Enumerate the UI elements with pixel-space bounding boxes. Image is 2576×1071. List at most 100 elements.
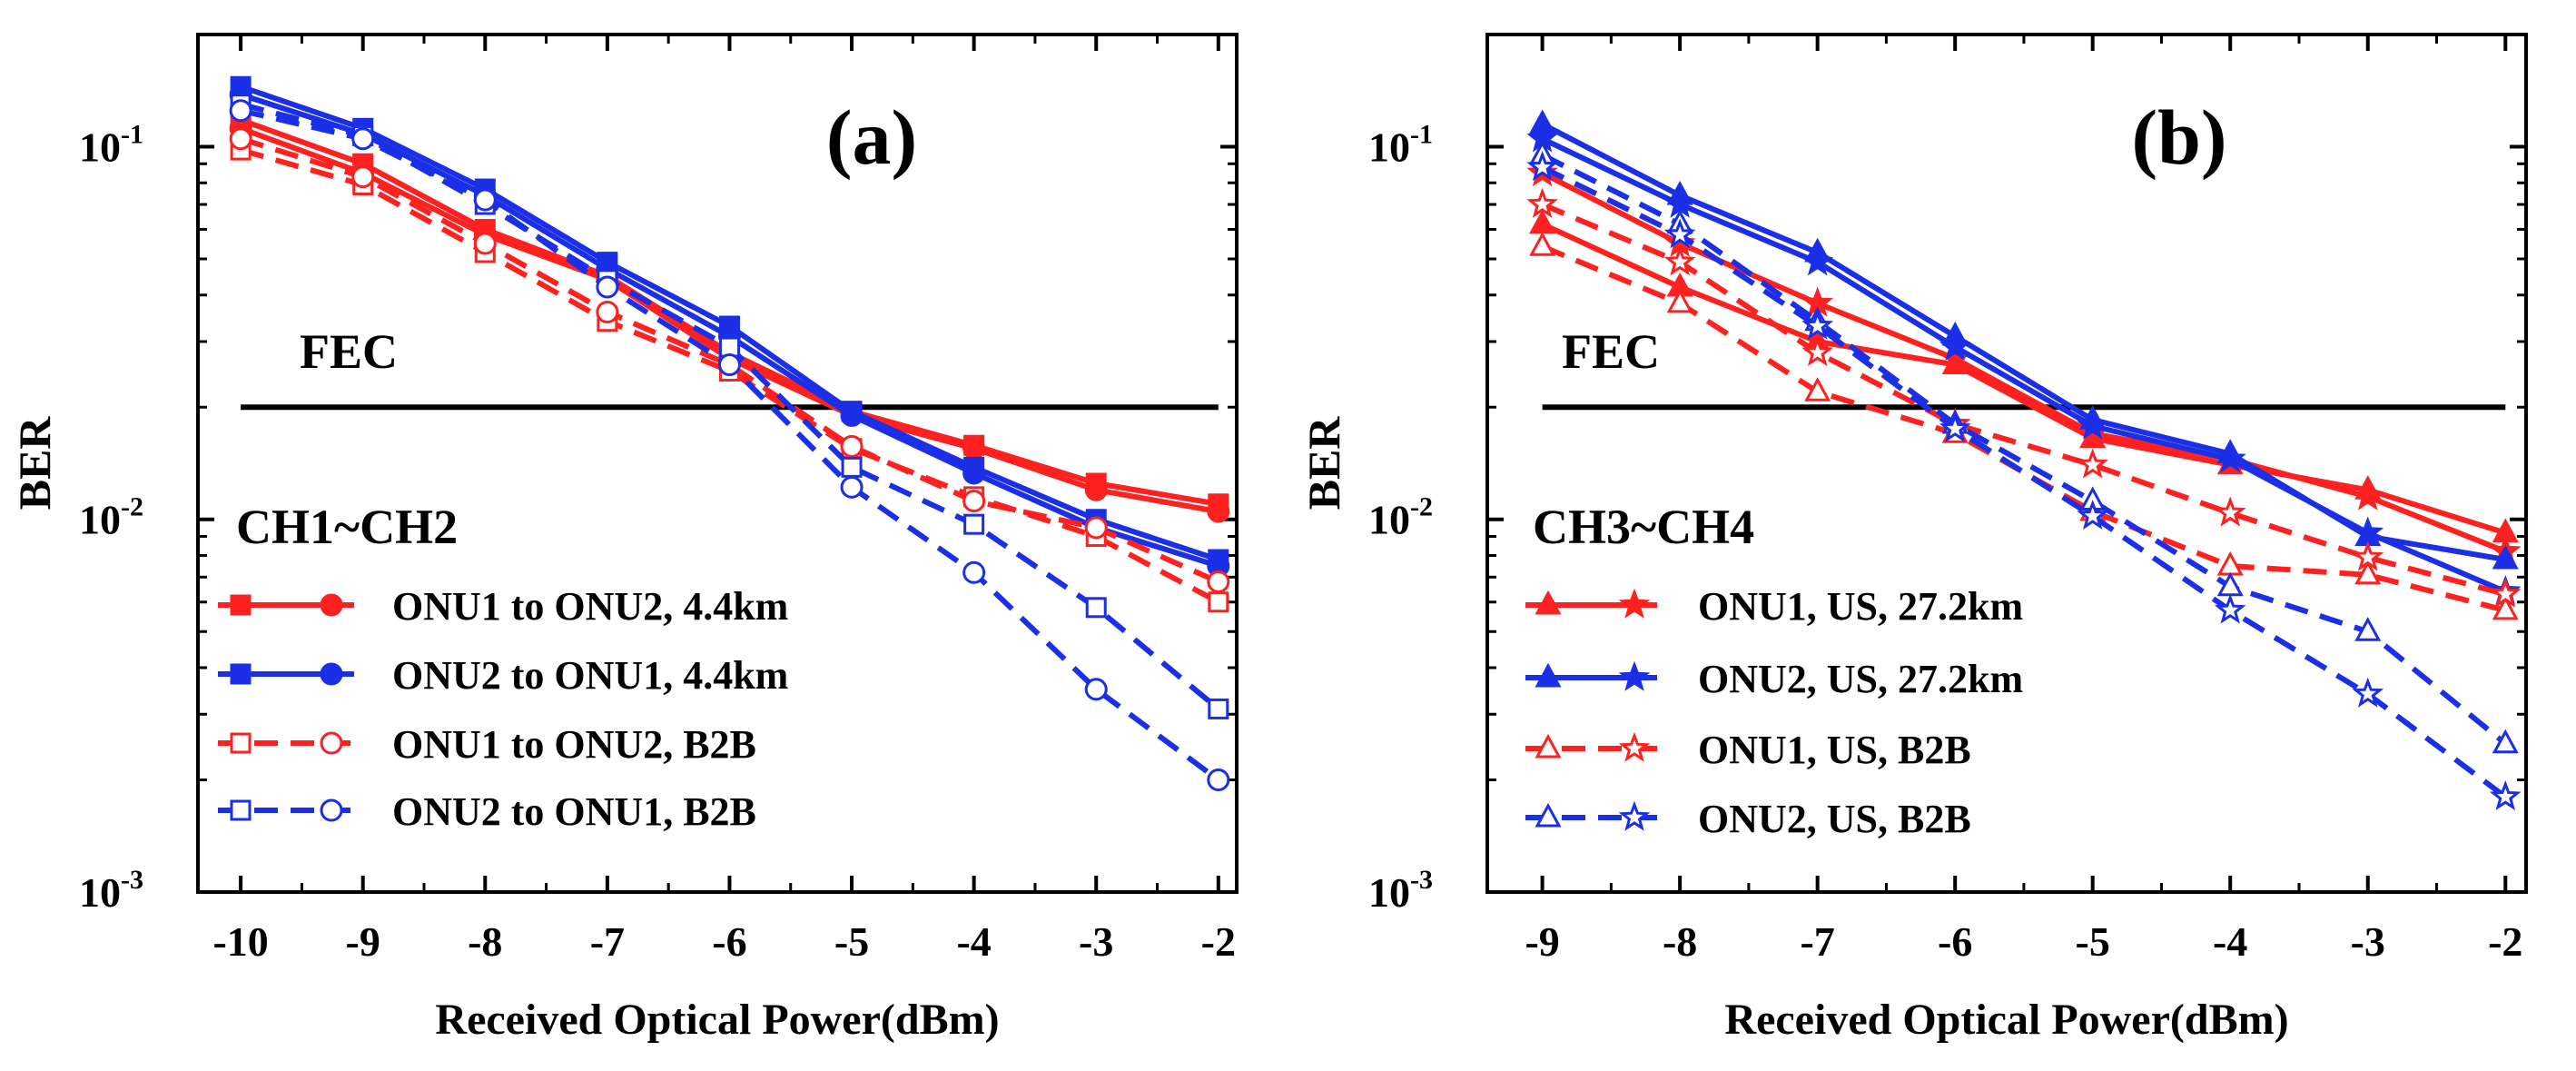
series-line xyxy=(1541,202,2507,597)
data-point xyxy=(1801,245,1834,276)
data-point xyxy=(2077,499,2109,530)
data-point xyxy=(1207,570,1230,593)
legend-marker xyxy=(320,731,343,755)
data-point xyxy=(2352,480,2384,511)
x-tick-label: -6 xyxy=(712,918,746,965)
data-point xyxy=(2354,560,2382,585)
y-tick-label: 10-1 xyxy=(79,119,143,170)
axis-frame xyxy=(1485,33,2528,894)
x-tick-label: -3 xyxy=(1079,918,1113,965)
legend-marker xyxy=(1535,590,1562,615)
y-tick-base: 10 xyxy=(1368,497,1410,543)
data-point xyxy=(1526,151,1558,182)
y-tick-label: 10-1 xyxy=(1368,119,1433,170)
legend-label: ONU1, US, 27.2km xyxy=(1698,584,2023,629)
data-point xyxy=(1084,516,1108,540)
data-point xyxy=(1526,187,1558,218)
panel-b: -9 -8 -7 -6 -5 -4 -3 -210-110-210-3BERReceived … xyxy=(1298,33,2528,1044)
data-point xyxy=(2492,729,2519,754)
legend-marker xyxy=(1535,802,1562,828)
data-point xyxy=(2352,516,2384,547)
data-point xyxy=(962,461,986,485)
legend-marker xyxy=(1618,660,1651,691)
y-tick-base: 10 xyxy=(1368,124,1410,170)
data-point xyxy=(2214,496,2246,527)
legend-marker xyxy=(230,594,252,616)
legend-marker xyxy=(320,798,343,822)
data-point xyxy=(596,301,619,324)
legend-label: ONU1 to ONU2, B2B xyxy=(392,722,756,767)
x-tick-label: -6 xyxy=(1938,918,1972,965)
data-point xyxy=(1939,412,1971,442)
y-tick-exponent: -3 xyxy=(1410,865,1433,895)
x-tick-label: -5 xyxy=(834,918,869,965)
data-point xyxy=(840,434,864,458)
data-point xyxy=(962,490,986,513)
x-tick-label: -2 xyxy=(2488,918,2522,965)
data-point xyxy=(1207,500,1230,523)
y-axis-label: BER xyxy=(1298,416,1349,511)
series-line xyxy=(240,117,1219,507)
data-point xyxy=(1801,309,1834,340)
legend-label: ONU1 to ONU2, 4.4km xyxy=(392,584,788,629)
y-tick-exponent: -2 xyxy=(1410,492,1433,522)
legend-marker xyxy=(230,799,252,821)
data-point xyxy=(1208,698,1229,719)
data-point xyxy=(1529,232,1556,256)
data-point xyxy=(1085,597,1107,619)
x-tick-label: -7 xyxy=(1800,918,1834,965)
data-point xyxy=(1208,591,1229,613)
legend-marker xyxy=(1618,588,1651,619)
data-point xyxy=(1084,678,1108,701)
data-point xyxy=(473,188,497,212)
series-line xyxy=(1541,164,2508,799)
legend-marker xyxy=(1618,800,1651,831)
data-point xyxy=(840,403,864,427)
legend-label: ONU1, US, B2B xyxy=(1698,728,1971,772)
data-point xyxy=(2354,617,2382,641)
y-tick-base: 10 xyxy=(79,497,121,543)
x-tick-label: -5 xyxy=(2076,918,2110,965)
x-tick-label: -4 xyxy=(2213,918,2247,965)
data-point xyxy=(2352,677,2384,708)
legend-marker xyxy=(320,593,343,617)
data-point xyxy=(1801,336,1834,367)
x-tick-label: -4 xyxy=(956,918,991,965)
series-line xyxy=(1541,152,2508,747)
x-tick-label: -8 xyxy=(1663,918,1697,965)
y-tick-base: 10 xyxy=(79,869,121,916)
data-point xyxy=(962,437,986,461)
legend-label: ONU2, US, B2B xyxy=(1698,797,1971,841)
channel-group-label: CH3~CH4 xyxy=(1533,500,1754,554)
fec-label: FEC xyxy=(1562,324,1660,379)
data-point xyxy=(2214,593,2246,624)
legend-marker xyxy=(230,732,252,754)
y-axis-label: BER xyxy=(9,416,60,511)
panel-label: (b) xyxy=(2131,94,2226,181)
data-point xyxy=(717,353,741,377)
x-tick-label: -8 xyxy=(468,918,502,965)
data-point xyxy=(2492,595,2519,620)
x-axis-label: Received Optical Power(dBm) xyxy=(1724,996,2288,1044)
data-point xyxy=(473,232,497,255)
legend-label: ONU2, US, 27.2km xyxy=(1698,657,2023,701)
legend-marker xyxy=(230,663,252,685)
data-point xyxy=(2352,540,2384,571)
legend-marker xyxy=(1618,731,1651,762)
legend-marker xyxy=(1535,662,1562,688)
data-point xyxy=(1663,218,1696,249)
data-point xyxy=(2214,442,2246,473)
x-tick-label: -2 xyxy=(1201,918,1236,965)
y-tick-exponent: -3 xyxy=(121,865,143,895)
data-point xyxy=(1804,377,1831,402)
data-point xyxy=(1939,330,1971,361)
data-point xyxy=(1207,769,1230,792)
legend-label: ONU2 to ONU1, B2B xyxy=(392,789,756,834)
data-point xyxy=(351,165,375,189)
data-point xyxy=(1666,288,1693,313)
data-point xyxy=(229,127,252,151)
y-tick-base: 10 xyxy=(1368,869,1410,916)
y-tick-label: 10-3 xyxy=(79,865,143,916)
series-line xyxy=(1541,170,2507,554)
